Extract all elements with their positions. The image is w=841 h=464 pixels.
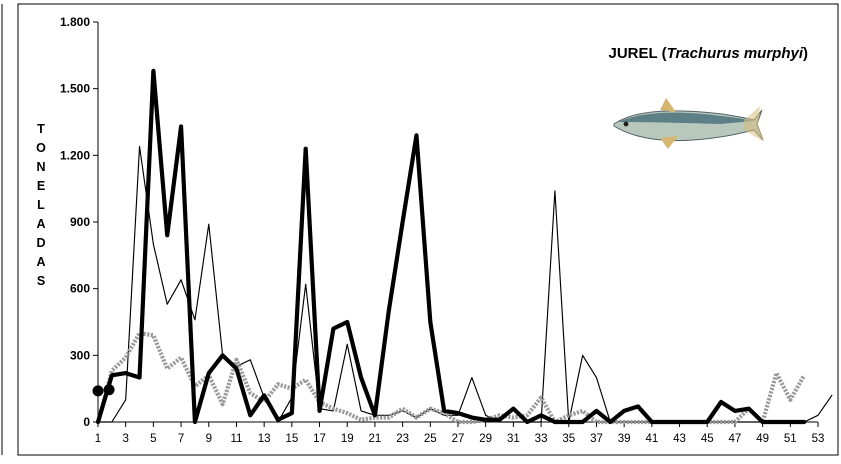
fish-back [618,112,754,124]
x-tick-label: 35 [562,433,575,445]
y-tick-label: 1.800 [60,15,90,29]
data-point-marker [92,385,104,397]
x-tick-label: 23 [396,433,409,445]
x-tick-label: 5 [150,433,156,445]
chart-title: JUREL (Trachurus murphyi) [609,45,809,62]
y-tick-label: 600 [70,282,90,296]
y-axis-label-letter: A [36,217,45,231]
y-axis-label-letter: D [36,236,45,250]
x-tick-label: 27 [452,433,465,445]
chart-outer-border [17,3,839,456]
y-axis-label-letter: T [37,122,45,136]
series-layer [95,68,833,425]
x-tick-label: 37 [590,433,603,445]
x-tick-label: 31 [507,433,520,445]
data-point-marker [103,384,115,396]
x-tick-label: 43 [673,433,686,445]
x-tick-label: 7 [178,433,184,445]
x-tick-label: 9 [206,433,212,445]
x-tick-label: 39 [618,433,631,445]
x-tick-label: 15 [285,433,298,445]
x-tick-label: 3 [122,433,128,445]
series-line-thick [95,68,807,425]
x-tick-label: 33 [535,433,548,445]
x-tick-label: 47 [729,433,742,445]
y-tick-label: 1.200 [60,148,90,162]
y-axis-label-letter: E [37,179,45,193]
y-tick-label: 300 [70,348,90,362]
x-tick-label: 11 [230,433,242,445]
y-tick-label: 0 [83,415,90,429]
x-tick-label: 19 [341,433,354,445]
x-tick-label: 17 [313,433,326,445]
x-tick-label: 21 [369,433,382,445]
fish-eye [623,121,629,127]
chart-title-suffix: ) [803,45,808,62]
x-tick-label: 53 [812,433,825,445]
y-axis-label-letter: A [36,255,45,269]
x-tick-label: 45 [701,433,714,445]
marker-layer [92,384,115,397]
fish-yellow-tail-glow [744,106,764,142]
y-axis-label-letter: L [37,198,45,212]
chart-title-prefix: JUREL ( [609,45,667,62]
y-axis: 0 300 600 900 1.200 1.500 1.800 [60,15,99,429]
x-tick-label: 25 [424,433,437,445]
y-axis-label-letter: N [36,160,45,174]
x-tick-label: 41 [645,433,658,445]
x-tick-label: 1 [95,433,101,445]
series-line-gray [95,331,806,425]
chart-title-italic: Trachurus murphyi [667,45,804,62]
y-tick-label: 900 [70,215,90,229]
x-tick-label: 29 [479,433,492,445]
x-tick-label: 51 [784,433,797,445]
x-tick-label: 13 [258,433,271,445]
y-axis-label-letter: O [36,141,46,155]
fish-yellow-fin-bottom [660,136,678,149]
fish-yellow-fin-top [660,98,676,112]
y-tick-label: 1.500 [60,82,90,96]
fish-illustration [613,98,764,149]
x-tick-label: 49 [756,433,769,445]
y-axis-label-letter: S [37,274,45,288]
